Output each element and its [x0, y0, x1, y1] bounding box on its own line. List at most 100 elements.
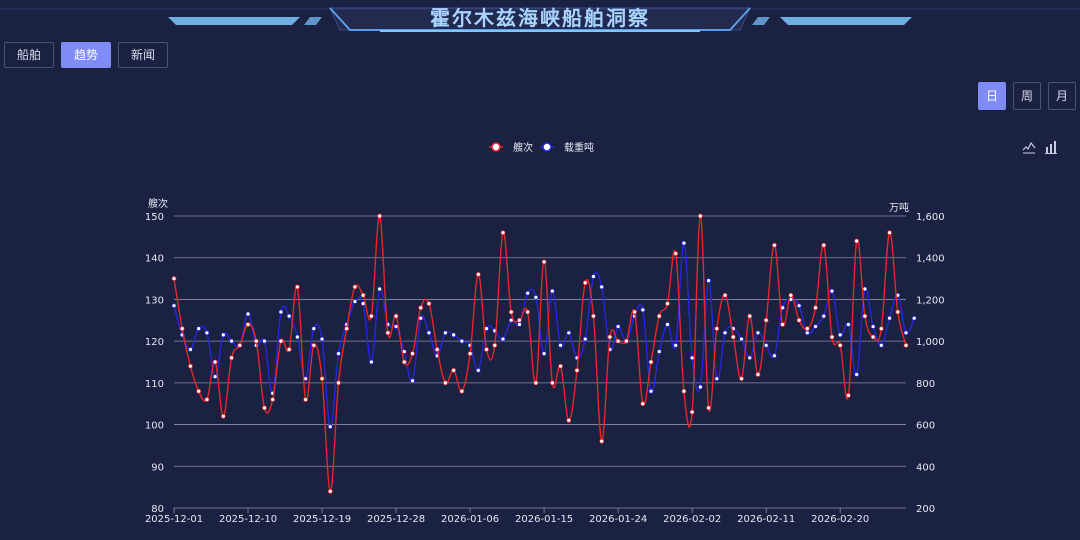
data-point-tonnage	[377, 286, 383, 292]
y-right-tick-label: 400	[916, 462, 935, 473]
view-tabs: 船舶 趋势 新闻	[4, 42, 168, 68]
data-point-tonnage	[525, 290, 531, 296]
data-point-ships	[665, 301, 670, 307]
data-point-ships	[722, 292, 728, 298]
data-point-tonnage	[294, 334, 300, 340]
data-point-ships	[549, 380, 555, 386]
data-point-tonnage	[772, 353, 777, 359]
data-point-tonnage	[220, 332, 226, 338]
tab-ships[interactable]: 船舶	[4, 42, 54, 68]
data-point-ships	[410, 351, 415, 357]
data-point-ships	[862, 313, 868, 319]
data-point-ships	[763, 317, 769, 323]
data-point-ships	[467, 351, 473, 357]
data-point-tonnage	[204, 330, 210, 336]
data-point-tonnage	[475, 367, 481, 373]
y-right-tick-label: 800	[916, 379, 935, 390]
data-point-ships	[311, 342, 317, 348]
data-point-ships	[319, 376, 325, 382]
data-point-ships	[829, 334, 835, 340]
data-point-tonnage	[368, 359, 374, 365]
legend-marker	[491, 142, 501, 152]
data-point-ships	[533, 380, 539, 386]
data-point-ships	[294, 284, 300, 290]
data-point-ships	[804, 326, 810, 332]
data-point-tonnage	[319, 336, 325, 342]
data-point-ships	[887, 230, 892, 236]
data-point-ships	[558, 363, 563, 369]
data-point-tonnage	[352, 299, 358, 304]
data-point-ships	[253, 338, 259, 344]
data-point-ships	[278, 338, 284, 344]
data-point-tonnage	[311, 326, 317, 332]
data-point-ships	[212, 359, 218, 365]
data-point-tonnage	[739, 336, 744, 342]
data-point-tonnage	[558, 342, 563, 348]
x-tick-label: 2026-01-15	[515, 514, 573, 525]
data-point-tonnage	[327, 424, 333, 430]
data-point-tonnage	[821, 313, 827, 319]
data-point-ships	[443, 380, 448, 386]
data-point-tonnage	[533, 294, 539, 300]
y-axis-left-ticks: 80 90 100 110 120 130 140 150	[145, 212, 164, 515]
data-point-tonnage	[854, 372, 860, 377]
data-point-ships	[739, 376, 744, 382]
data-point-tonnage	[829, 288, 835, 294]
data-point-ships	[451, 367, 457, 373]
data-point-ships	[541, 259, 547, 265]
y-left-tick-label: 100	[145, 421, 164, 432]
data-point-ships	[393, 313, 399, 319]
data-point-tonnage	[878, 342, 884, 348]
data-point-tonnage	[903, 330, 909, 336]
data-point-tonnage	[582, 336, 588, 342]
header-decoration	[0, 7, 1080, 32]
y-left-tick-label: 90	[151, 462, 164, 473]
y-right-tick-label: 1,200	[916, 295, 945, 306]
tab-news[interactable]: 新闻	[118, 42, 168, 68]
data-point-ships	[730, 334, 736, 340]
y-left-tick-label: 150	[145, 212, 164, 223]
data-point-ships	[878, 326, 884, 332]
data-point-ships	[500, 230, 506, 236]
data-point-tonnage	[640, 307, 646, 313]
data-point-ships	[591, 313, 596, 319]
range-day-button[interactable]: 日	[978, 82, 1006, 110]
data-point-tonnage	[656, 349, 662, 354]
data-point-ships	[377, 213, 383, 219]
bar-chart-icon[interactable]	[1044, 140, 1058, 154]
data-point-ships	[689, 409, 695, 415]
data-point-ships	[368, 313, 374, 319]
data-point-tonnage	[171, 303, 177, 309]
y-right-tick-label: 1,600	[916, 212, 945, 223]
tab-trend[interactable]: 趋势	[61, 42, 111, 68]
data-point-tonnage	[517, 322, 522, 327]
data-point-ships	[179, 326, 185, 332]
data-point-tonnage	[549, 288, 555, 294]
range-week-button[interactable]: 周	[1013, 82, 1041, 110]
data-point-ships	[245, 322, 251, 327]
data-point-ships	[566, 417, 572, 423]
range-month-button[interactable]: 月	[1048, 82, 1076, 110]
data-point-tonnage	[484, 326, 489, 332]
data-point-tonnage	[188, 347, 193, 352]
data-point-ships	[171, 276, 177, 281]
data-point-ships	[574, 367, 580, 373]
chart-toolbox	[1022, 140, 1058, 154]
y-axis-left-label: 艘次	[148, 197, 168, 210]
data-point-ships	[360, 292, 366, 298]
data-point-tonnage	[245, 311, 251, 317]
data-point-ships	[303, 397, 308, 402]
data-point-ships	[796, 317, 802, 323]
data-point-tonnage	[681, 240, 687, 246]
data-point-ships	[697, 213, 703, 219]
data-point-ships	[656, 313, 662, 319]
data-point-ships	[385, 330, 391, 336]
x-tick-label: 2026-02-11	[737, 514, 795, 525]
data-point-tonnage	[286, 313, 292, 319]
data-point-tonnage	[887, 315, 892, 321]
data-point-ships	[582, 280, 588, 286]
line-chart-icon[interactable]	[1022, 140, 1036, 154]
data-point-ships	[327, 488, 333, 494]
data-point-ships	[237, 342, 243, 348]
data-point-ships	[870, 334, 876, 340]
